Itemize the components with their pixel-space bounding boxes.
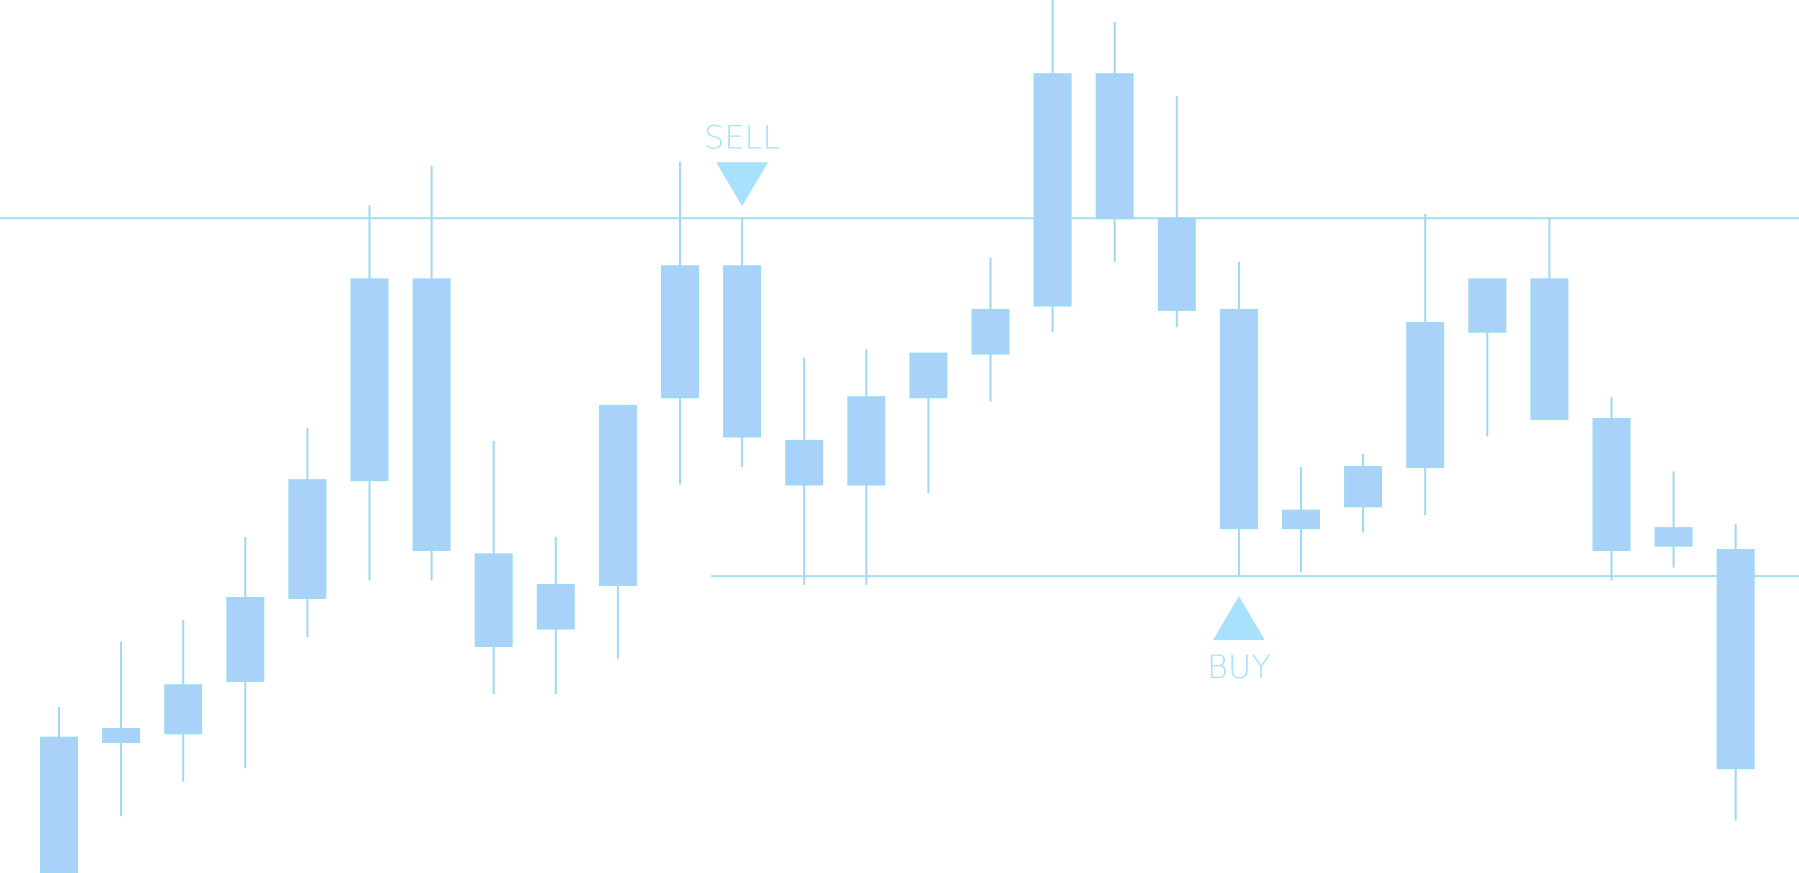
candle-body [909,352,948,399]
candle-body [288,479,327,600]
candle-body [1530,278,1569,421]
bodies-layer [40,73,1755,873]
candle-body [474,553,513,648]
candle-body [1716,548,1755,770]
candle-body [1344,466,1383,508]
candle-body [1157,217,1196,311]
candle-body [412,278,451,551]
wicks-layer [58,0,1737,873]
candle-body [536,583,575,630]
candle-body [847,396,886,486]
candle-body [1406,322,1445,469]
candle-body [1033,73,1072,307]
candle-body [164,684,203,735]
candle-body [723,265,762,438]
candle-body [350,278,389,482]
levels-layer [0,217,1799,578]
sell-label: SELL [704,118,780,156]
candle-body [1282,509,1320,530]
candle-body [1654,527,1693,547]
buy-arrow-icon [1212,596,1265,641]
candle-body [1592,418,1631,551]
candle-body [226,597,265,682]
buy-signal: BUY [1207,596,1271,686]
candle-body [661,265,699,399]
signals-layer: SELL BUY [704,118,1271,686]
candle-body [785,439,824,486]
candle-body [40,736,78,873]
candle-body [1219,308,1258,530]
sell-signal: SELL [704,118,780,207]
candle-body [1468,278,1507,333]
buy-label: BUY [1207,648,1271,686]
candle-body [1095,73,1134,220]
candle-body [598,404,637,586]
sell-arrow-icon [716,162,769,207]
candle-body [102,727,141,744]
candle-body [971,308,1010,355]
